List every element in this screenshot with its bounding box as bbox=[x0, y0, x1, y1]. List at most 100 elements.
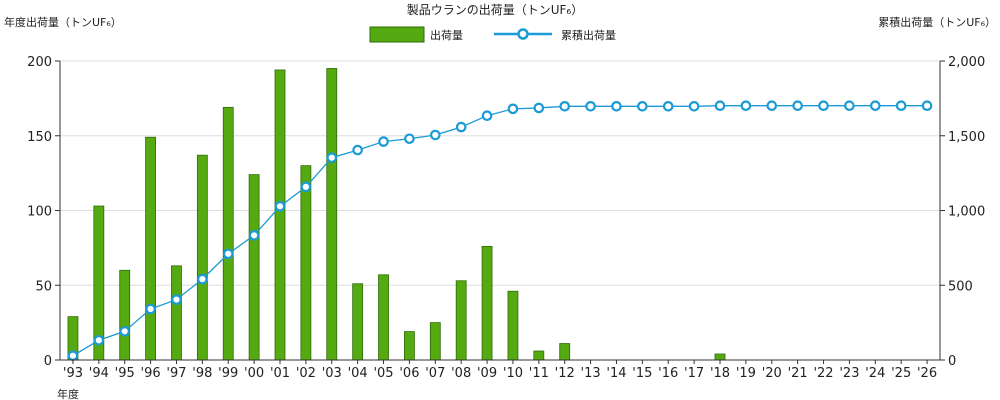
cumulative-point bbox=[792, 100, 803, 112]
x-tick-label: '11 bbox=[529, 366, 549, 381]
left-tick-label: 200 bbox=[27, 55, 52, 70]
legend-bar-swatch bbox=[369, 26, 425, 43]
legend-bar-label: 出荷量 bbox=[430, 28, 463, 42]
x-tick-label: '05 bbox=[373, 366, 393, 381]
bar bbox=[222, 106, 234, 361]
x-tick-label: '25 bbox=[891, 366, 911, 381]
cumulative-point bbox=[67, 350, 79, 361]
cumulative-point bbox=[740, 100, 752, 112]
right-tick-label: 2,000 bbox=[948, 55, 985, 70]
cumulative-point bbox=[145, 303, 156, 315]
bar bbox=[507, 290, 519, 361]
bar bbox=[481, 245, 493, 361]
left-axis-label: 年度出荷量（トンUF₆） bbox=[4, 15, 122, 29]
bar bbox=[714, 353, 726, 361]
cumulative-point bbox=[637, 100, 648, 112]
chart-title: 製品ウランの出荷量（トンUF₆） bbox=[407, 3, 584, 17]
x-tick-label: '04 bbox=[348, 366, 368, 381]
x-tick-label: '95 bbox=[115, 366, 135, 381]
x-tick-label: '09 bbox=[477, 366, 497, 381]
bar bbox=[119, 269, 131, 361]
x-tick-label: '21 bbox=[788, 366, 808, 381]
bar bbox=[352, 283, 364, 361]
left-tick-label: 100 bbox=[27, 205, 52, 220]
x-tick-label: '23 bbox=[839, 366, 859, 381]
cumulative-point bbox=[300, 181, 312, 193]
cumulative-point bbox=[274, 201, 286, 212]
cumulative-point bbox=[352, 144, 363, 156]
bar bbox=[378, 274, 389, 361]
cumulative-point bbox=[248, 230, 260, 241]
x-tick-label: '22 bbox=[813, 366, 833, 381]
cumulative-point bbox=[818, 100, 829, 112]
cumulative-point bbox=[404, 133, 415, 145]
bar bbox=[559, 343, 571, 361]
cumulative-point bbox=[326, 152, 338, 164]
cumulative-point bbox=[921, 100, 933, 112]
bar bbox=[326, 68, 338, 361]
x-tick-label: '16 bbox=[658, 366, 678, 381]
bar bbox=[455, 280, 467, 361]
x-tick-label: '07 bbox=[425, 366, 445, 381]
x-tick-label: '13 bbox=[581, 366, 601, 381]
cumulative-point bbox=[507, 103, 519, 115]
cumulative-point bbox=[844, 100, 855, 112]
bar bbox=[171, 265, 182, 361]
x-tick-label: '17 bbox=[684, 366, 704, 381]
cumulative-line bbox=[72, 105, 928, 357]
cumulative-point bbox=[197, 273, 208, 285]
legend-line-label: 累積出荷量 bbox=[561, 28, 616, 42]
x-tick-label: '97 bbox=[166, 366, 186, 381]
x-tick-label: '06 bbox=[399, 366, 419, 381]
x-tick-label: '94 bbox=[89, 366, 109, 381]
cumulative-point bbox=[119, 325, 131, 337]
right-tick-label: 1,000 bbox=[948, 205, 985, 220]
x-tick-label: '08 bbox=[451, 366, 471, 381]
x-tick-label: '10 bbox=[503, 366, 523, 381]
bar bbox=[248, 174, 260, 361]
cumulative-point bbox=[481, 110, 493, 122]
bar bbox=[300, 165, 312, 361]
legend-line-marker bbox=[517, 28, 529, 40]
right-tick-label: 0 bbox=[948, 354, 956, 369]
cumulative-point bbox=[378, 136, 389, 147]
cumulative-point bbox=[455, 121, 467, 133]
cumulative-point bbox=[559, 100, 571, 112]
x-tick-label: '00 bbox=[244, 366, 264, 381]
cumulative-point bbox=[222, 248, 234, 260]
cumulative-point bbox=[585, 100, 596, 112]
x-tick-label: '19 bbox=[736, 366, 756, 381]
cumulative-point bbox=[895, 100, 907, 112]
bar bbox=[404, 331, 415, 361]
cumulative-point bbox=[662, 100, 674, 112]
x-tick-label: '14 bbox=[606, 366, 626, 381]
cumulative-point bbox=[714, 100, 726, 112]
x-tick-label: '20 bbox=[762, 366, 782, 381]
x-tick-label: '99 bbox=[218, 366, 238, 381]
x-tick-label: '96 bbox=[141, 366, 161, 381]
cumulative-point bbox=[766, 100, 778, 112]
cumulative-point bbox=[93, 334, 105, 346]
x-tick-label: '01 bbox=[270, 366, 290, 381]
bar bbox=[429, 322, 441, 361]
cumulative-point bbox=[611, 100, 622, 112]
x-tick-label: '15 bbox=[632, 366, 652, 381]
x-tick-label: '12 bbox=[555, 366, 575, 381]
cumulative-point bbox=[533, 102, 545, 114]
cumulative-point bbox=[869, 100, 881, 112]
bar bbox=[533, 350, 545, 361]
bar bbox=[196, 154, 208, 361]
x-tick-label: '24 bbox=[865, 366, 885, 381]
bar bbox=[274, 69, 286, 361]
x-tick-label: '98 bbox=[192, 366, 212, 381]
right-tick-label: 500 bbox=[948, 279, 973, 294]
x-tick-label: '18 bbox=[710, 366, 730, 381]
cumulative-point bbox=[688, 100, 700, 112]
right-tick-label: 1,500 bbox=[948, 130, 985, 145]
x-axis-label: 年度 bbox=[57, 387, 79, 400]
x-tick-label: '02 bbox=[296, 366, 316, 381]
x-tick-label: '03 bbox=[322, 366, 342, 381]
x-tick-label: '26 bbox=[917, 366, 937, 381]
